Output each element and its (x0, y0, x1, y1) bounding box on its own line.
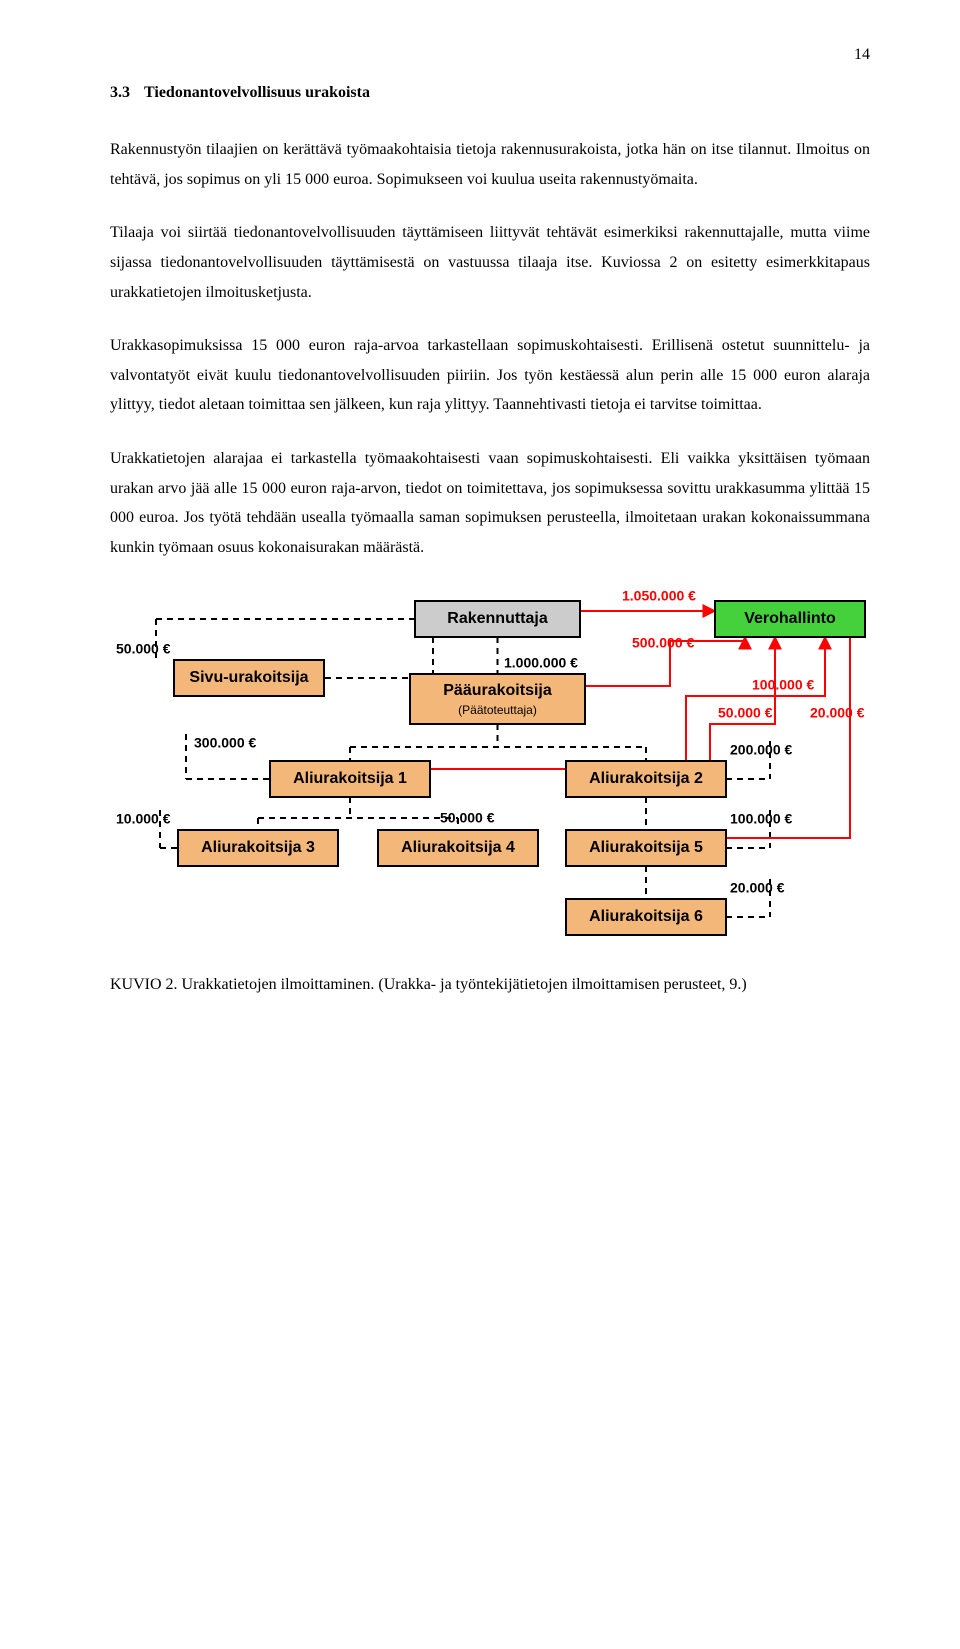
svg-text:Aliurakoitsija 4: Aliurakoitsija 4 (401, 840, 515, 857)
heading-number: 3.3 (110, 78, 130, 108)
figure-caption: KUVIO 2. Urakkatietojen ilmoittaminen. (… (110, 970, 870, 1000)
svg-text:Sivu-urakoitsija: Sivu-urakoitsija (189, 670, 308, 687)
money-label: 300.000 € (194, 735, 256, 751)
page-number: 14 (110, 40, 870, 70)
node-verohallinto: Verohallinto (715, 601, 865, 637)
money-label: 20.000 € (730, 880, 785, 896)
node-sivu: Sivu-urakoitsija (174, 660, 324, 696)
node-ali5: Aliurakoitsija 5 (566, 830, 726, 866)
svg-text:Aliurakoitsija 2: Aliurakoitsija 2 (589, 771, 703, 788)
svg-text:Verohallinto: Verohallinto (744, 611, 836, 628)
paragraph-4: Urakkatietojen alarajaa ei tarkastella t… (110, 444, 870, 562)
money-label: 100.000 € (730, 811, 792, 827)
money-label: 50.000 € (440, 810, 495, 826)
flowchart-diagram: Rakennuttaja Verohallinto Sivu-urakoitsija… (110, 586, 870, 946)
svg-text:Aliurakoitsija 6: Aliurakoitsija 6 (589, 909, 703, 926)
node-paa: Pääurakoitsija (Päätoteuttaja) (410, 674, 585, 724)
svg-text:Aliurakoitsija 5: Aliurakoitsija 5 (589, 840, 703, 857)
paragraph-3: Urakkasopimuksissa 15 000 euron raja-arv… (110, 331, 870, 420)
heading-title: Tiedonantovelvollisuus urakoista (144, 78, 370, 108)
money-label: 1.000.000 € (504, 655, 578, 671)
node-ali4: Aliurakoitsija 4 (378, 830, 538, 866)
node-ali3: Aliurakoitsija 3 (178, 830, 338, 866)
paragraph-2: Tilaaja voi siirtää tiedonantovelvollisu… (110, 218, 870, 307)
money-label: 50.000 € (116, 641, 171, 657)
svg-text:Aliurakoitsija 3: Aliurakoitsija 3 (201, 840, 315, 857)
node-rakennuttaja: Rakennuttaja (415, 601, 580, 637)
node-ali2: Aliurakoitsija 2 (566, 761, 726, 797)
red-amount-label: 100.000 € (752, 677, 814, 693)
red-amount-label: 1.050.000 € (622, 588, 696, 604)
node-ali6: Aliurakoitsija 6 (566, 899, 726, 935)
svg-text:Rakennuttaja: Rakennuttaja (447, 611, 548, 628)
svg-text:Aliurakoitsija 1: Aliurakoitsija 1 (293, 771, 407, 788)
red-amount-label: 20.000 € (810, 705, 865, 721)
svg-text:(Päätoteuttaja): (Päätoteuttaja) (458, 703, 537, 717)
svg-text:Pääurakoitsija: Pääurakoitsija (443, 683, 552, 700)
red-amount-label: 50.000 € (718, 705, 773, 721)
money-label: 200.000 € (730, 742, 792, 758)
red-amount-label: 500.000 € (632, 635, 694, 651)
node-ali1: Aliurakoitsija 1 (270, 761, 430, 797)
money-label: 10.000 € (116, 811, 171, 827)
paragraph-1: Rakennustyön tilaajien on kerättävä työm… (110, 135, 870, 194)
section-heading: 3.3 Tiedonantovelvollisuus urakoista (110, 78, 870, 108)
